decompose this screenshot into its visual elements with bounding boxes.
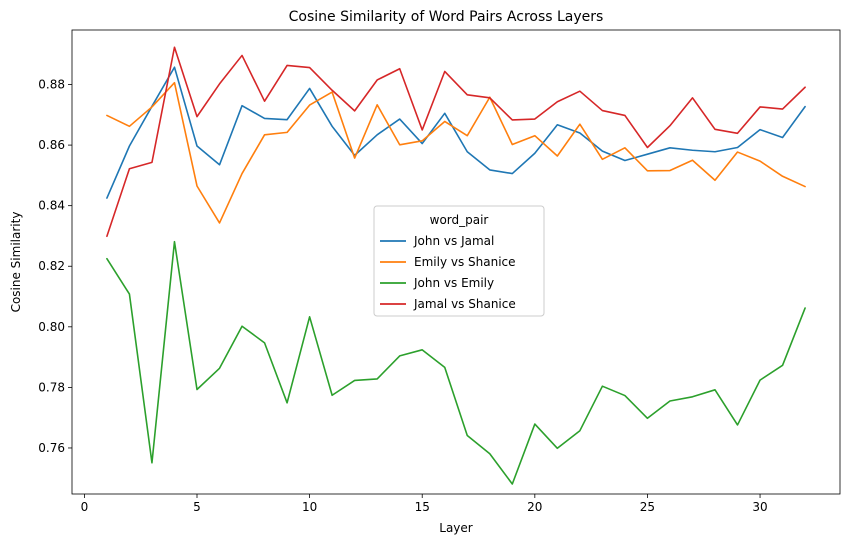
legend-title: word_pair <box>430 213 489 227</box>
y-tick-label: 0.80 <box>38 320 65 334</box>
legend-label: Jamal vs Shanice <box>413 297 516 311</box>
y-tick-label: 0.84 <box>38 199 65 213</box>
series-line-4 <box>106 46 806 238</box>
legend-label: John vs Emily <box>413 276 494 290</box>
x-tick-label: 0 <box>81 500 89 514</box>
x-tick-label: 10 <box>302 500 317 514</box>
legend-box <box>373 205 545 317</box>
x-tick-label: 30 <box>752 500 767 514</box>
series-line-3 <box>106 240 806 485</box>
legend-label: Emily vs Shanice <box>414 255 516 269</box>
chart-title: Cosine Similarity of Word Pairs Across L… <box>289 9 604 25</box>
y-tick-label: 0.76 <box>38 441 65 455</box>
y-tick-label: 0.78 <box>38 380 65 394</box>
y-tick-label: 0.86 <box>38 138 65 152</box>
y-axis-title: Cosine Similarity <box>9 212 23 313</box>
y-tick-label: 0.82 <box>38 259 65 273</box>
legend-label: John vs Jamal <box>413 234 494 248</box>
x-tick-label: 15 <box>415 500 430 514</box>
y-axis: 0.76 0.78 0.80 0.82 0.84 0.86 0.88 <box>38 78 72 455</box>
x-tick-label: 25 <box>640 500 655 514</box>
x-tick-label: 5 <box>193 500 201 514</box>
plot-area <box>106 46 806 485</box>
legend: word_pair John vs Jamal Emily vs Shanice Jo… <box>373 205 545 317</box>
x-axis-title: Layer <box>439 521 473 535</box>
y-tick-label: 0.88 <box>38 78 65 92</box>
x-tick-label: 20 <box>527 500 542 514</box>
series-line-1 <box>106 66 806 199</box>
series-line-2 <box>106 81 806 224</box>
x-axis: 0 5 10 15 20 25 30 <box>81 494 768 514</box>
axes-frame <box>71 29 841 495</box>
